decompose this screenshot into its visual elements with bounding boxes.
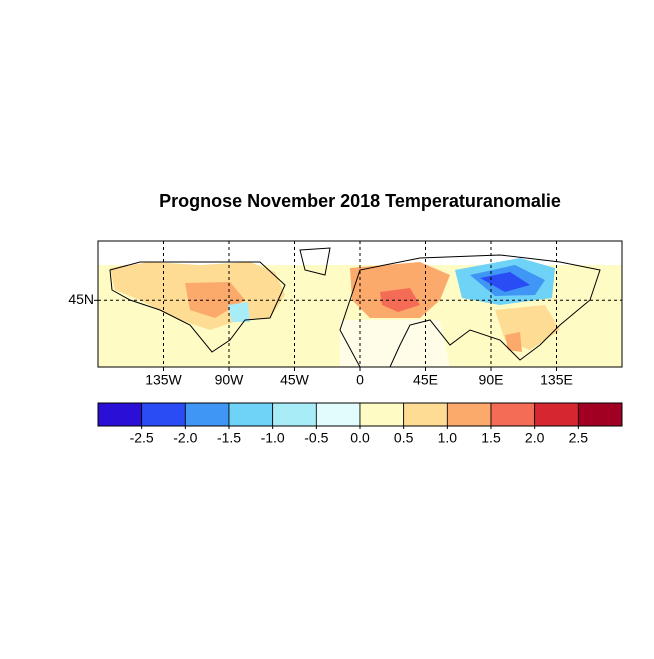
colorbar-tick-label: 0.5 xyxy=(394,430,414,446)
colorbar-swatch xyxy=(403,402,448,427)
chart-title: Prognose November 2018 Temperaturanomali… xyxy=(159,191,561,211)
colorbar-tick-label: -2.5 xyxy=(130,430,154,446)
x-tick-label: 45W xyxy=(280,372,310,388)
colorbar-tick-label: -1.5 xyxy=(217,430,241,446)
x-tick-label: 135E xyxy=(540,372,573,388)
anomaly-patch xyxy=(505,332,522,352)
x-tick-label: 45E xyxy=(413,372,438,388)
colorbar-swatch xyxy=(577,402,623,427)
colorbar-swatch xyxy=(184,402,230,427)
colorbar-tick-label: -0.5 xyxy=(304,430,328,446)
x-tick-label: 90W xyxy=(215,372,245,388)
colorbar-swatch xyxy=(490,402,536,427)
anomaly-patch xyxy=(228,302,250,322)
x-tick-label: 0 xyxy=(356,372,364,388)
x-tick-label: 135W xyxy=(145,372,182,388)
anomaly-patch xyxy=(340,320,450,367)
colorbar-swatch xyxy=(315,402,361,427)
x-tick-label: 90E xyxy=(479,372,504,388)
colorbar-tick-label: 2.0 xyxy=(525,430,545,446)
colorbar-tick-label: 0.0 xyxy=(350,430,370,446)
colorbar-swatch xyxy=(359,402,405,427)
colorbar-tick-label: -2.0 xyxy=(173,430,197,446)
colorbar-tick-label: 2.5 xyxy=(569,430,589,446)
colorbar-swatch xyxy=(272,402,317,427)
colorbar-swatch xyxy=(97,402,143,427)
colorbar-tick-label: 1.0 xyxy=(438,430,458,446)
anomaly-patch xyxy=(480,272,530,292)
y-tick-label: 45N xyxy=(68,291,94,307)
coastline xyxy=(109,247,601,367)
colorbar-tick-label: 1.5 xyxy=(481,430,501,446)
colorbar-tick-label: -1.0 xyxy=(261,430,285,446)
colorbar-swatch xyxy=(228,402,274,427)
colorbar-swatch xyxy=(534,402,579,427)
colorbar-swatch xyxy=(141,402,186,427)
colorbar-swatch xyxy=(446,402,492,427)
